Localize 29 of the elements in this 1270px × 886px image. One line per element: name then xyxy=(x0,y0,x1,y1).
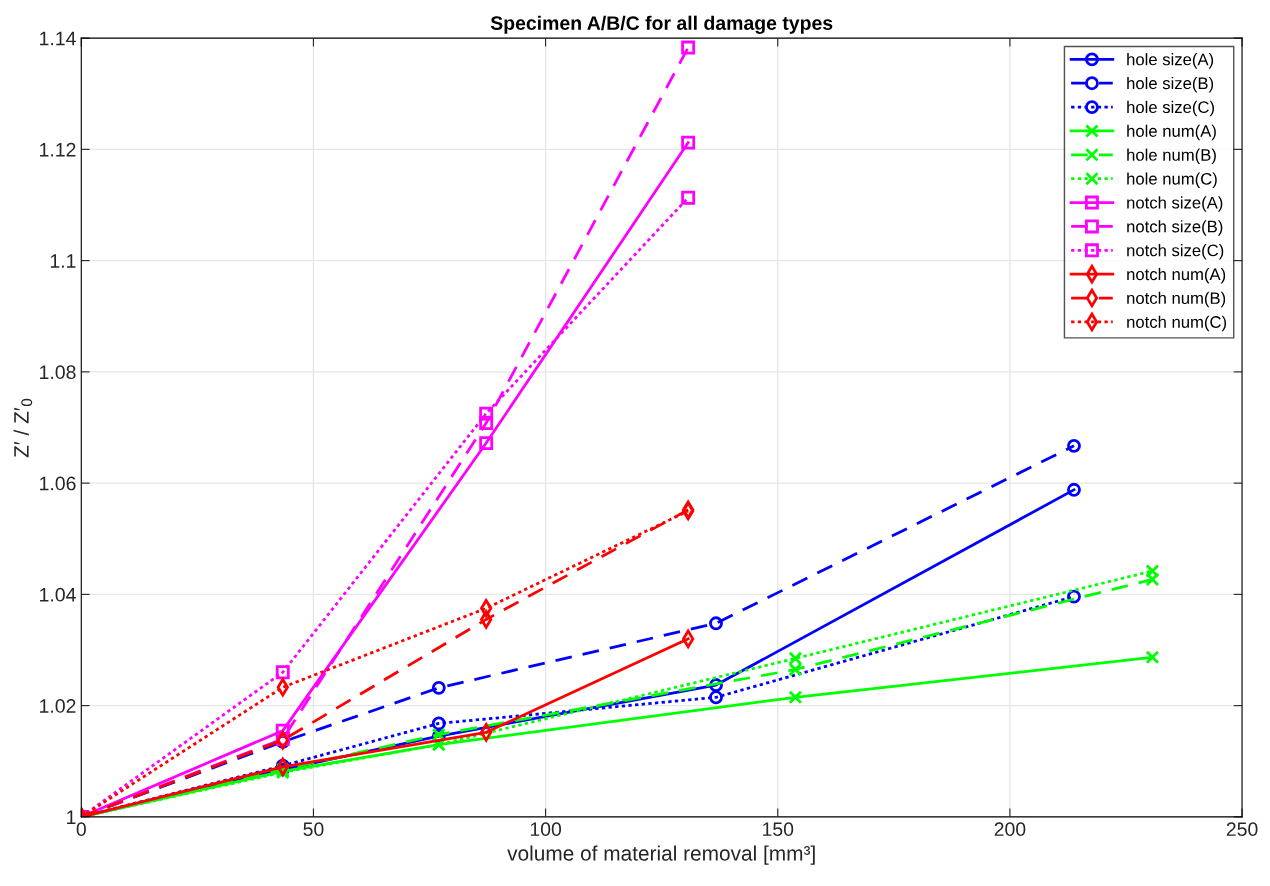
legend-label: notch size(C) xyxy=(1127,244,1224,260)
y-axis-title: Z′ / Z′$_{0}$ xyxy=(13,398,33,458)
y-tick-label: 1.08 xyxy=(40,365,76,380)
y-tick-label: 1.06 xyxy=(40,476,76,491)
x-tick-label: 0 xyxy=(76,822,86,837)
legend-label: hole size(A) xyxy=(1127,53,1214,69)
legend-label: hole size(B) xyxy=(1127,76,1214,93)
legend-label: hole num(C) xyxy=(1127,172,1217,188)
chart-title: Specimen A/B/C for all damage types xyxy=(490,15,833,34)
y-tick-label: 1.12 xyxy=(40,142,76,157)
x-axis-title: volume of material removal [mm³] xyxy=(507,845,815,865)
x-tick-label: 50 xyxy=(303,822,324,837)
y-tick-label: 1.02 xyxy=(40,699,76,713)
x-tick-label: 150 xyxy=(763,822,794,837)
y-tick-label: 1 xyxy=(67,810,76,824)
y-tick-label: 1.1 xyxy=(50,254,76,268)
legend-label: notch size(B) xyxy=(1127,220,1223,236)
x-tick-label: 200 xyxy=(994,822,1026,837)
legend-label: notch num(A) xyxy=(1127,267,1226,284)
legend-label: notch num(B) xyxy=(1127,291,1226,308)
x-tick-label: 250 xyxy=(1226,822,1258,837)
legend-label: hole num(B) xyxy=(1127,148,1216,165)
x-tick-label: 100 xyxy=(530,822,562,837)
legend-label: hole num(A) xyxy=(1127,124,1216,141)
y-tick-label: 1.04 xyxy=(40,587,76,602)
legend-label: hole size(C) xyxy=(1127,100,1214,117)
y-tick-label: 1.14 xyxy=(40,31,76,46)
legend-label: notch size(A) xyxy=(1127,196,1223,212)
legend-label: notch num(C) xyxy=(1127,315,1227,332)
